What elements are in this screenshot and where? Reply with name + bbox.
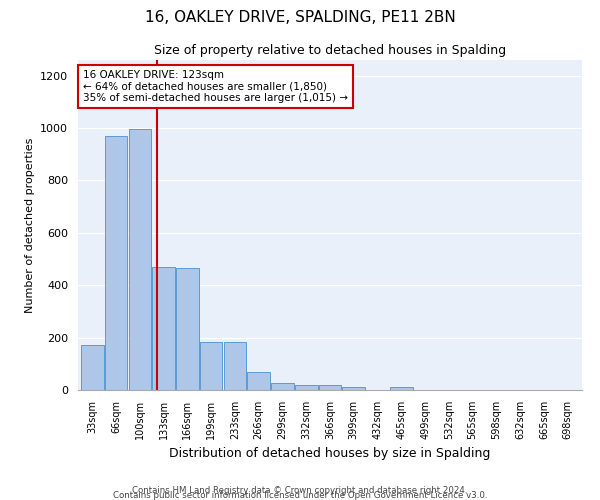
Bar bbox=[319, 385, 341, 390]
Bar bbox=[128, 129, 151, 390]
Bar bbox=[343, 388, 365, 390]
Bar bbox=[224, 342, 246, 390]
Bar bbox=[247, 372, 270, 390]
X-axis label: Distribution of detached houses by size in Spalding: Distribution of detached houses by size … bbox=[169, 448, 491, 460]
Bar bbox=[200, 342, 223, 390]
Bar bbox=[176, 268, 199, 390]
Text: Contains HM Land Registry data © Crown copyright and database right 2024.: Contains HM Land Registry data © Crown c… bbox=[132, 486, 468, 495]
Bar bbox=[81, 345, 104, 390]
Y-axis label: Number of detached properties: Number of detached properties bbox=[25, 138, 35, 312]
Text: Contains public sector information licensed under the Open Government Licence v3: Contains public sector information licen… bbox=[113, 491, 487, 500]
Text: 16, OAKLEY DRIVE, SPALDING, PE11 2BN: 16, OAKLEY DRIVE, SPALDING, PE11 2BN bbox=[145, 10, 455, 25]
Bar bbox=[390, 388, 413, 390]
Bar bbox=[152, 267, 175, 390]
Text: 16 OAKLEY DRIVE: 123sqm
← 64% of detached houses are smaller (1,850)
35% of semi: 16 OAKLEY DRIVE: 123sqm ← 64% of detache… bbox=[83, 70, 348, 103]
Bar bbox=[295, 384, 317, 390]
Bar bbox=[105, 136, 127, 390]
Title: Size of property relative to detached houses in Spalding: Size of property relative to detached ho… bbox=[154, 44, 506, 58]
Bar bbox=[271, 383, 294, 390]
